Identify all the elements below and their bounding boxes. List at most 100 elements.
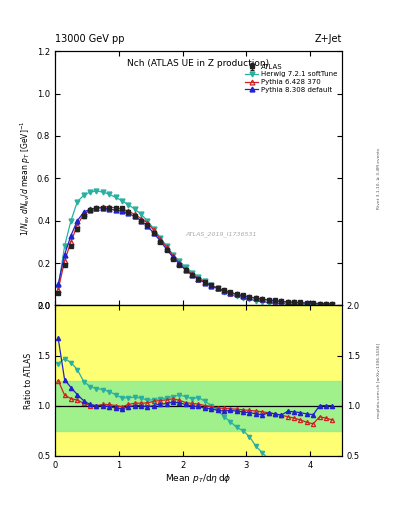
- Herwig 7.2.1 softTune: [171, 251, 175, 258]
- Pythia 8.308 default: [119, 208, 124, 214]
- Herwig 7.2.1 softTune: [56, 284, 61, 290]
- Pythia 8.308 default: [292, 299, 296, 305]
- Herwig 7.2.1 softTune: [126, 202, 131, 208]
- Pythia 6.428 370: [234, 291, 239, 297]
- Line: Pythia 8.308 default: Pythia 8.308 default: [56, 205, 335, 306]
- Pythia 6.428 370: [190, 271, 195, 277]
- Pythia 8.308 default: [253, 295, 258, 302]
- Herwig 7.2.1 softTune: [94, 188, 99, 194]
- Pythia 8.308 default: [69, 232, 73, 239]
- Pythia 6.428 370: [285, 299, 290, 305]
- Herwig 7.2.1 softTune: [260, 299, 264, 305]
- Legend: ATLAS, Herwig 7.2.1 softTune, Pythia 6.428 370, Pythia 8.308 default: ATLAS, Herwig 7.2.1 softTune, Pythia 6.4…: [244, 62, 338, 94]
- Pythia 8.308 default: [164, 246, 169, 252]
- Pythia 6.428 370: [247, 294, 252, 300]
- Text: mcplots.cern.ch [arXiv:1306.3436]: mcplots.cern.ch [arXiv:1306.3436]: [377, 343, 381, 418]
- Pythia 8.308 default: [209, 283, 213, 289]
- Pythia 6.428 370: [177, 260, 182, 266]
- Pythia 8.308 default: [113, 207, 118, 213]
- Pythia 8.308 default: [101, 205, 105, 211]
- Pythia 6.428 370: [113, 205, 118, 211]
- Herwig 7.2.1 softTune: [145, 218, 150, 224]
- Pythia 6.428 370: [158, 236, 163, 242]
- Pythia 8.308 default: [88, 206, 92, 212]
- Pythia 6.428 370: [266, 297, 271, 303]
- Pythia 8.308 default: [305, 300, 309, 306]
- Herwig 7.2.1 softTune: [305, 302, 309, 308]
- Pythia 6.428 370: [132, 211, 137, 218]
- Y-axis label: $1/N_\mathrm{ev}\ dN_\mathrm{ev}/d$ mean $p_T\ [\mathrm{GeV}]^{-1}$: $1/N_\mathrm{ev}\ dN_\mathrm{ev}/d$ mean…: [18, 121, 33, 236]
- Herwig 7.2.1 softTune: [190, 269, 195, 275]
- Text: Z+Jet: Z+Jet: [314, 33, 342, 44]
- Herwig 7.2.1 softTune: [253, 297, 258, 304]
- Herwig 7.2.1 softTune: [158, 234, 163, 241]
- Pythia 8.308 default: [126, 210, 131, 217]
- Pythia 6.428 370: [56, 287, 61, 293]
- Pythia 8.308 default: [260, 296, 264, 303]
- Pythia 8.308 default: [190, 272, 195, 278]
- Herwig 7.2.1 softTune: [247, 296, 252, 303]
- Herwig 7.2.1 softTune: [279, 301, 284, 307]
- Pythia 6.428 370: [196, 275, 201, 282]
- Pythia 8.308 default: [202, 280, 207, 286]
- Pythia 8.308 default: [56, 281, 61, 287]
- Pythia 8.308 default: [158, 238, 163, 244]
- Pythia 8.308 default: [196, 276, 201, 282]
- Pythia 6.428 370: [279, 298, 284, 305]
- Pythia 8.308 default: [177, 261, 182, 267]
- Pythia 8.308 default: [285, 299, 290, 305]
- Herwig 7.2.1 softTune: [241, 295, 246, 301]
- Pythia 8.308 default: [330, 301, 335, 307]
- Herwig 7.2.1 softTune: [81, 192, 86, 198]
- Pythia 6.428 370: [260, 296, 264, 302]
- Herwig 7.2.1 softTune: [228, 291, 233, 297]
- Pythia 6.428 370: [298, 300, 303, 306]
- Herwig 7.2.1 softTune: [88, 189, 92, 195]
- Herwig 7.2.1 softTune: [177, 258, 182, 264]
- Herwig 7.2.1 softTune: [273, 300, 277, 306]
- Herwig 7.2.1 softTune: [107, 191, 112, 197]
- Herwig 7.2.1 softTune: [266, 300, 271, 306]
- Herwig 7.2.1 softTune: [285, 301, 290, 307]
- Pythia 6.428 370: [171, 252, 175, 259]
- Pythia 8.308 default: [107, 206, 112, 212]
- Herwig 7.2.1 softTune: [311, 302, 316, 308]
- Pythia 6.428 370: [228, 289, 233, 295]
- Pythia 6.428 370: [222, 287, 226, 293]
- Pythia 6.428 370: [101, 204, 105, 210]
- Herwig 7.2.1 softTune: [139, 211, 143, 218]
- Text: Rivet 3.1.10, ≥ 3.4M events: Rivet 3.1.10, ≥ 3.4M events: [377, 148, 381, 209]
- Pythia 6.428 370: [139, 216, 143, 222]
- Pythia 8.308 default: [234, 291, 239, 297]
- Pythia 6.428 370: [88, 207, 92, 213]
- Pythia 6.428 370: [253, 295, 258, 301]
- Line: Pythia 6.428 370: Pythia 6.428 370: [56, 204, 335, 307]
- Pythia 6.428 370: [209, 282, 213, 288]
- Pythia 8.308 default: [228, 290, 233, 296]
- Herwig 7.2.1 softTune: [62, 243, 67, 249]
- Herwig 7.2.1 softTune: [234, 293, 239, 300]
- Herwig 7.2.1 softTune: [119, 198, 124, 204]
- Herwig 7.2.1 softTune: [75, 199, 80, 205]
- Herwig 7.2.1 softTune: [132, 206, 137, 212]
- Pythia 6.428 370: [311, 301, 316, 307]
- Pythia 8.308 default: [132, 214, 137, 220]
- Pythia 6.428 370: [94, 205, 99, 211]
- Herwig 7.2.1 softTune: [113, 195, 118, 201]
- Pythia 6.428 370: [62, 258, 67, 264]
- Herwig 7.2.1 softTune: [292, 301, 296, 307]
- Pythia 8.308 default: [81, 209, 86, 215]
- Pythia 8.308 default: [215, 285, 220, 291]
- X-axis label: Mean $p_T$/d$\eta\,$d$\phi$: Mean $p_T$/d$\eta\,$d$\phi$: [165, 472, 232, 485]
- Herwig 7.2.1 softTune: [215, 285, 220, 291]
- Herwig 7.2.1 softTune: [222, 289, 226, 295]
- Pythia 6.428 370: [81, 211, 86, 218]
- Pythia 6.428 370: [292, 300, 296, 306]
- Pythia 6.428 370: [323, 301, 328, 307]
- Pythia 8.308 default: [222, 288, 226, 294]
- Herwig 7.2.1 softTune: [69, 218, 73, 224]
- Herwig 7.2.1 softTune: [317, 302, 322, 308]
- Pythia 8.308 default: [145, 223, 150, 229]
- Pythia 8.308 default: [139, 218, 143, 224]
- Herwig 7.2.1 softTune: [202, 278, 207, 284]
